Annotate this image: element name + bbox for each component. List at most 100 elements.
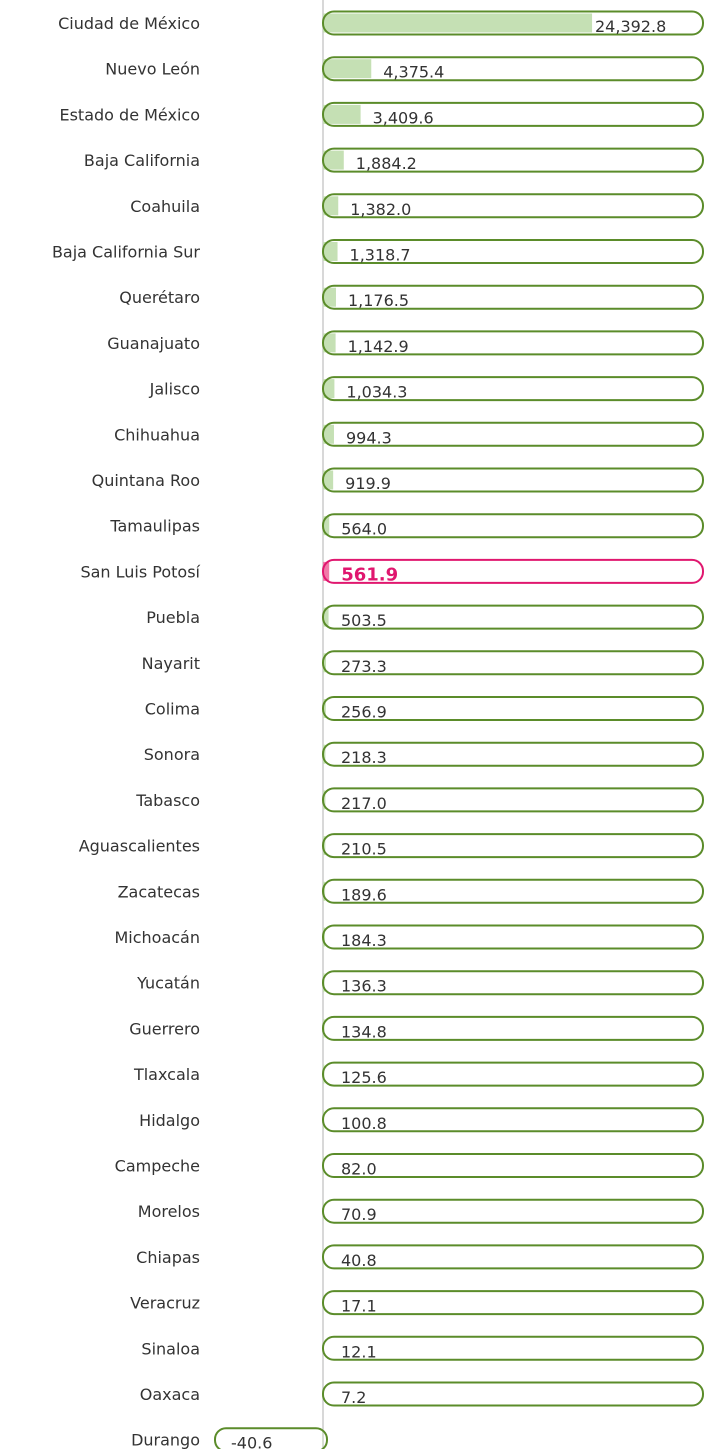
bar — [323, 287, 336, 307]
pill — [214, 1427, 328, 1449]
bar — [323, 196, 339, 216]
category-label: Michoacán — [114, 928, 200, 947]
bar — [323, 927, 326, 947]
value-label: 136.3 — [341, 977, 387, 996]
category-label: Chihuahua — [114, 425, 200, 444]
category-label: Baja California — [84, 151, 200, 170]
value-label: 7.2 — [341, 1388, 366, 1407]
bar — [323, 516, 330, 536]
bar — [323, 881, 326, 901]
bar — [323, 653, 327, 673]
pill — [322, 1381, 704, 1407]
category-label: Durango — [131, 1431, 200, 1449]
category-label: Campeche — [115, 1157, 200, 1176]
category-label: Aguascalientes — [79, 837, 200, 856]
category-label: Chiapas — [136, 1248, 200, 1267]
pill — [322, 10, 704, 36]
pill — [322, 1290, 704, 1316]
category-label: Querétaro — [119, 288, 200, 307]
value-label: 100.8 — [341, 1114, 387, 1133]
value-label: 1,884.2 — [356, 154, 417, 173]
pill — [322, 513, 704, 539]
bar — [323, 607, 329, 627]
pill — [322, 1153, 704, 1178]
value-label: 1,142.9 — [348, 337, 409, 356]
value-label: -40.6 — [231, 1434, 272, 1449]
pill — [322, 1061, 704, 1087]
category-label: Puebla — [146, 608, 200, 627]
value-label: 503.5 — [341, 611, 387, 630]
category-label: Morelos — [138, 1202, 200, 1221]
category-label: Nayarit — [142, 654, 200, 673]
value-label: 1,176.5 — [348, 291, 409, 310]
category-label: Oaxaca — [140, 1385, 200, 1404]
value-label: 24,392.8 — [595, 17, 666, 36]
bar — [323, 379, 335, 399]
category-label: Quintana Roo — [92, 471, 200, 490]
pill — [322, 1015, 704, 1041]
value-label: 134.8 — [341, 1022, 387, 1041]
pill — [322, 970, 704, 996]
pill — [322, 193, 704, 219]
category-label: Colima — [145, 700, 200, 719]
pill — [322, 924, 704, 950]
value-label: 3,409.6 — [373, 108, 434, 127]
category-label: Sonora — [144, 745, 200, 764]
pill — [322, 558, 704, 584]
pill — [322, 1244, 704, 1270]
value-label: 217.0 — [341, 794, 387, 813]
value-label: 994.3 — [346, 428, 392, 447]
value-label: 17.1 — [341, 1297, 377, 1316]
value-label: 210.5 — [341, 840, 387, 859]
bar — [323, 836, 326, 856]
category-label: Ciudad de México — [58, 14, 200, 33]
value-label: 919.9 — [345, 474, 391, 493]
pill — [322, 650, 704, 676]
pill — [322, 284, 704, 310]
bar — [323, 744, 326, 764]
pill — [322, 239, 704, 264]
pill — [322, 1107, 704, 1133]
pill — [322, 56, 704, 82]
bar — [323, 242, 338, 261]
pill — [322, 421, 704, 447]
bar — [323, 561, 330, 581]
pill — [322, 467, 704, 493]
category-label: Baja California Sur — [52, 243, 200, 262]
value-label: 70.9 — [341, 1205, 377, 1224]
bar — [323, 333, 336, 353]
pill — [322, 741, 704, 767]
value-label: 273.3 — [341, 657, 387, 676]
pill — [322, 604, 704, 630]
bar — [323, 13, 593, 33]
category-label: Coahuila — [130, 197, 200, 216]
category-label: Tabasco — [135, 791, 200, 810]
value-label: 1,318.7 — [350, 246, 411, 265]
pill — [322, 1335, 704, 1361]
value-label: 256.9 — [341, 703, 387, 722]
value-label: 12.1 — [341, 1342, 377, 1361]
value-label: 125.6 — [341, 1068, 387, 1087]
category-label: Hidalgo — [139, 1111, 200, 1130]
pill — [322, 878, 704, 904]
value-label: 82.0 — [341, 1160, 377, 1179]
bar — [323, 424, 334, 444]
category-label: Nuevo León — [105, 60, 200, 79]
category-label: San Luis Potosí — [80, 562, 200, 581]
value-label: 218.3 — [341, 748, 387, 767]
value-label: 189.6 — [341, 885, 387, 904]
value-label: 40.8 — [341, 1251, 377, 1270]
category-label: Guerrero — [129, 1019, 200, 1038]
bar — [323, 470, 334, 490]
pill — [322, 376, 704, 402]
value-label: 184.3 — [341, 931, 387, 950]
category-label: Estado de México — [59, 105, 200, 124]
category-label: Tamaulipas — [109, 517, 200, 536]
value-label: 561.9 — [341, 564, 398, 585]
value-label: 1,034.3 — [346, 383, 407, 402]
category-label: Tlaxcala — [133, 1065, 200, 1084]
bar — [323, 699, 326, 718]
bar — [323, 104, 361, 124]
value-label: 1,382.0 — [350, 200, 411, 219]
pill — [322, 696, 704, 721]
